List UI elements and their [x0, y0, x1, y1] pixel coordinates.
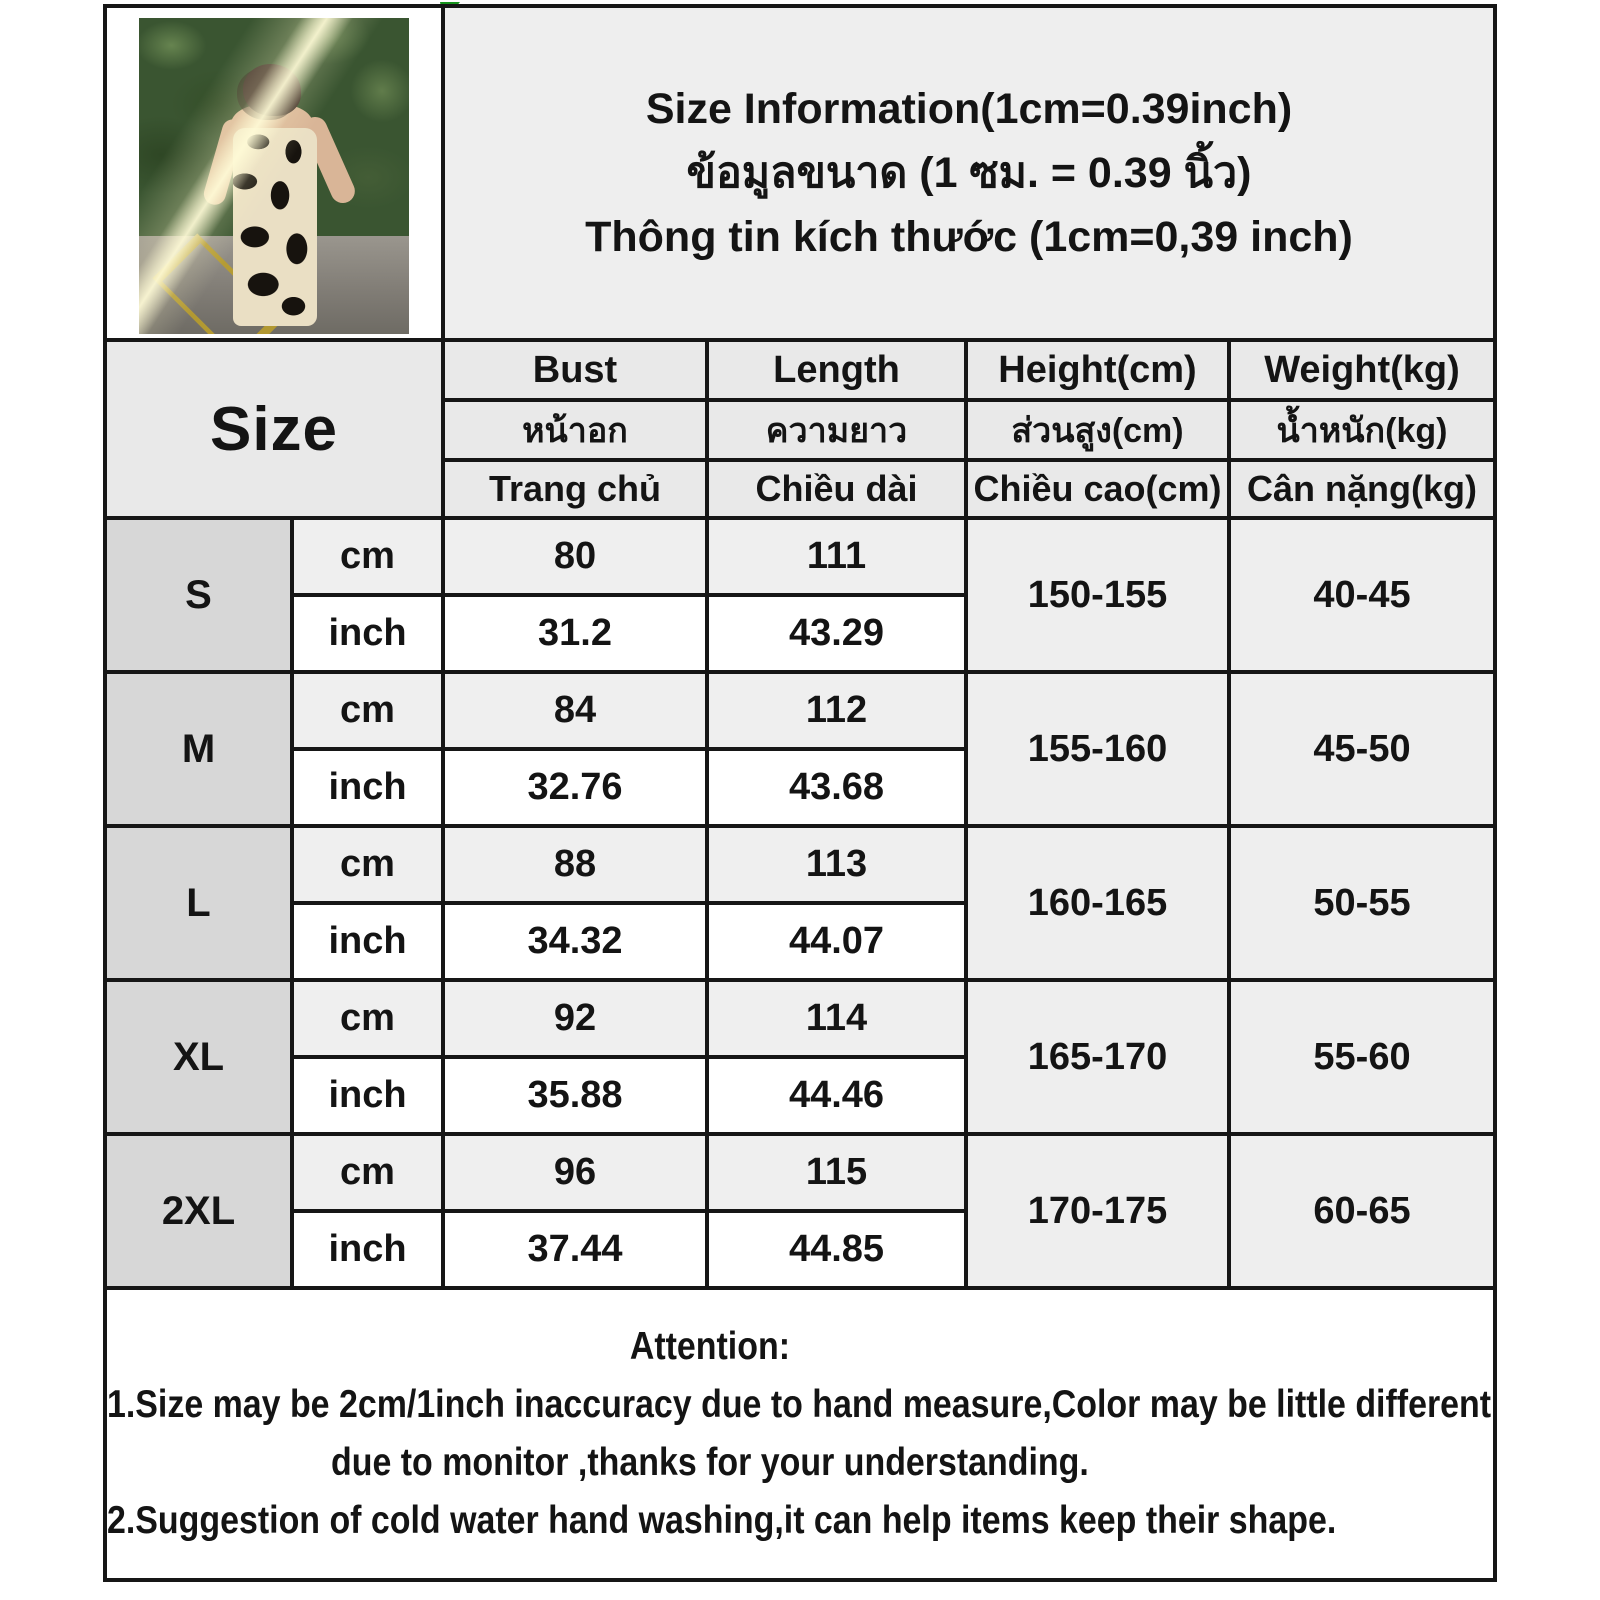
product-photo: [139, 18, 409, 334]
unit-cm: cm: [290, 978, 445, 1059]
col-header-length-th: ความยาว: [705, 398, 968, 462]
page-title-vi: Thông tin kích thước (1cm=0,39 inch): [585, 213, 1353, 261]
table-row: XL cm 92 114 165-170 55-60: [103, 978, 1497, 1136]
unit-inch: inch: [290, 747, 445, 828]
unit-cm: cm: [290, 824, 445, 905]
weight-range-xl: 55-60: [1227, 978, 1497, 1136]
unit-inch: inch: [290, 1209, 445, 1290]
attention-heading: Attention:: [629, 1325, 790, 1368]
attention-note: Attention: 1.Size may be 2cm/1inch inacc…: [103, 1286, 1497, 1582]
unit-cm: cm: [290, 516, 445, 597]
attention-line: due to monitor ,thanks for your understa…: [331, 1441, 1089, 1484]
col-header-length-vi: Chiều dài: [705, 458, 968, 520]
table-row: inch 34.32 44.07: [105, 901, 1495, 982]
unit-inch: inch: [290, 1055, 445, 1136]
header-row-english: Size Bust Length Height(cm) Weight(kg): [103, 338, 1497, 520]
attention-row: Attention: 1.Size may be 2cm/1inch inacc…: [103, 1286, 1497, 1582]
col-header-bust-en: Bust: [441, 338, 709, 402]
top-row: Size Information(1cm=0.39inch) ข้อมูลขนา…: [103, 4, 1497, 342]
height-range-xl: 165-170: [964, 978, 1231, 1136]
bust-cm-m: 84: [441, 670, 709, 751]
length-inch-m: 43.68: [705, 747, 968, 828]
bust-cm-s: 80: [441, 516, 709, 597]
size-label-xl: XL: [103, 978, 294, 1136]
bust-inch-s: 31.2: [441, 593, 709, 674]
col-header-weight-th: น้ำหนัก(kg): [1227, 398, 1497, 462]
title-block: Size Information(1cm=0.39inch) ข้อมูลขนา…: [441, 4, 1497, 342]
table-row: inch 35.88 44.46: [105, 1055, 1495, 1136]
length-cm-m: 112: [705, 670, 968, 751]
header-row-vietnamese: Trang chủ Chiều dài Chiều cao(cm) Cân nặ…: [105, 458, 1497, 520]
size-label-l: L: [103, 824, 294, 982]
length-cm-2xl: 115: [705, 1132, 968, 1213]
height-range-s: 150-155: [964, 516, 1231, 674]
table-row: 2XL cm 96 115 170-175 60-65: [103, 1132, 1497, 1290]
table-row: inch 31.2 43.29: [105, 593, 1495, 674]
col-header-weight-vi: Cân nặng(kg): [1227, 458, 1497, 520]
length-inch-l: 44.07: [705, 901, 968, 982]
page-title-en: Size Information(1cm=0.39inch): [645, 85, 1293, 133]
table-row: M cm 84 112 155-160 45-50: [103, 670, 1497, 828]
attention-line: 1.Size may be 2cm/1inch inaccuracy due t…: [107, 1383, 1492, 1426]
unit-inch: inch: [290, 901, 445, 982]
bust-cm-xl: 92: [441, 978, 709, 1059]
length-cm-l: 113: [705, 824, 968, 905]
col-header-height-th: ส่วนสูง(cm): [964, 398, 1231, 462]
product-photo-cell: [103, 4, 445, 342]
unit-cm: cm: [290, 1132, 445, 1213]
header-row-thai: หน้าอก ความยาว ส่วนสูง(cm) น้ำหนัก(kg): [105, 398, 1497, 462]
unit-cm: cm: [290, 670, 445, 751]
weight-range-l: 50-55: [1227, 824, 1497, 982]
bust-inch-xl: 35.88: [441, 1055, 709, 1136]
bust-inch-m: 32.76: [441, 747, 709, 828]
unit-inch: inch: [290, 593, 445, 674]
length-inch-s: 43.29: [705, 593, 968, 674]
page-title-th: ข้อมูลขนาด (1 ซม. = 0.39 นิ้ว): [686, 149, 1252, 197]
table-row: L cm 88 113 160-165 50-55: [103, 824, 1497, 982]
length-inch-xl: 44.46: [705, 1055, 968, 1136]
bust-cm-2xl: 96: [441, 1132, 709, 1213]
col-header-bust-th: หน้าอก: [441, 398, 709, 462]
weight-range-2xl: 60-65: [1227, 1132, 1497, 1290]
height-range-2xl: 170-175: [964, 1132, 1231, 1290]
weight-range-m: 45-50: [1227, 670, 1497, 828]
bust-inch-2xl: 37.44: [441, 1209, 709, 1290]
size-label-m: M: [103, 670, 294, 828]
col-header-bust-vi: Trang chủ: [441, 458, 709, 520]
bust-inch-l: 34.32: [441, 901, 709, 982]
weight-range-s: 40-45: [1227, 516, 1497, 674]
size-label-2xl: 2XL: [103, 1132, 294, 1290]
attention-line: 2.Suggestion of cold water hand washing,…: [107, 1499, 1337, 1542]
size-table: Size Information(1cm=0.39inch) ข้อมูลขนา…: [103, 4, 1497, 1582]
col-header-height-vi: Chiều cao(cm): [964, 458, 1231, 520]
height-range-m: 155-160: [964, 670, 1231, 828]
col-header-weight-en: Weight(kg): [1227, 338, 1497, 402]
height-range-l: 160-165: [964, 824, 1231, 982]
table-row: S cm 80 111 150-155 40-45: [103, 516, 1497, 674]
size-label-s: S: [103, 516, 294, 674]
length-cm-s: 111: [705, 516, 968, 597]
length-cm-xl: 114: [705, 978, 968, 1059]
length-inch-2xl: 44.85: [705, 1209, 968, 1290]
col-header-length-en: Length: [705, 338, 968, 402]
col-header-height-en: Height(cm): [964, 338, 1231, 402]
bust-cm-l: 88: [441, 824, 709, 905]
size-column-header: Size: [103, 338, 445, 520]
table-row: inch 32.76 43.68: [105, 747, 1495, 828]
table-row: inch 37.44 44.85: [105, 1209, 1495, 1290]
